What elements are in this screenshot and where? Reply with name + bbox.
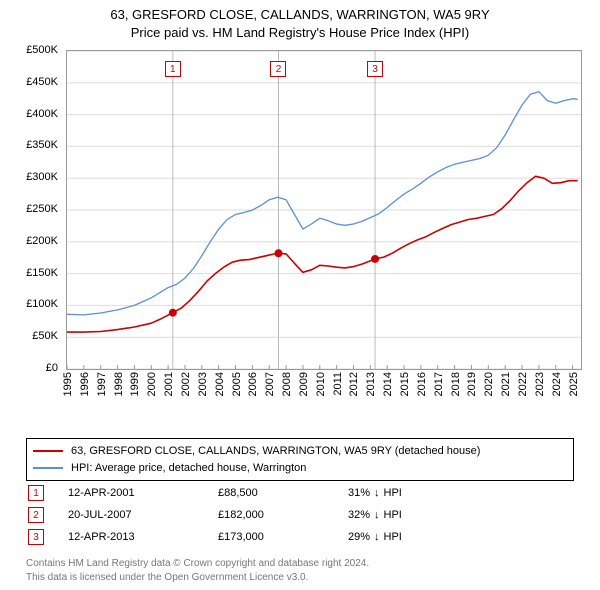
x-tick-label: 2007: [264, 372, 276, 396]
marker-price: £173,000: [218, 531, 348, 543]
marker-price: £182,000: [218, 509, 348, 521]
footer-attribution: Contains HM Land Registry data © Crown c…: [26, 557, 369, 584]
x-tick-label: 2020: [483, 372, 495, 396]
marker-diff-pct: 32%: [348, 509, 370, 521]
marker-diff-pct: 31%: [348, 487, 370, 499]
chart-subtitle: Price paid vs. HM Land Registry's House …: [0, 24, 600, 42]
plot-svg: [67, 51, 581, 369]
x-tick-label: 2008: [281, 372, 293, 396]
x-tick-label: 2022: [517, 372, 529, 396]
x-tick-label: 2014: [382, 372, 394, 396]
plot-area: 1 2 3: [66, 50, 582, 370]
y-tick-label: £400K: [26, 108, 58, 120]
arrow-down-icon: ↓: [374, 487, 380, 499]
legend-swatch-0: [33, 450, 63, 452]
markers-table: 1 12-APR-2001£88,50031% ↓ HPI 2 20-JUL-2007£1…: [26, 482, 574, 548]
chart-title: 63, GRESFORD CLOSE, CALLANDS, WARRINGTON…: [0, 6, 600, 24]
x-tick-label: 2024: [551, 372, 563, 396]
marker-diff-vs: HPI: [384, 509, 402, 521]
chart-area: £0 £50K £100K £150K £200K £250K £300K £350K £400…: [18, 50, 582, 398]
y-tick-label: £150K: [26, 267, 58, 279]
marker-table-row: 3 12-APR-2013£173,00029% ↓ HPI: [26, 526, 574, 548]
chart-marker-badge: 3: [367, 61, 383, 77]
arrow-down-icon: ↓: [374, 531, 380, 543]
marker-diff-pct: 29%: [348, 531, 370, 543]
marker-date: 20-JUL-2007: [68, 509, 218, 521]
chart-marker-badge: 1: [165, 61, 181, 77]
x-tick-label: 2012: [348, 372, 360, 396]
y-tick-label: £0: [46, 362, 58, 374]
arrow-down-icon: ↓: [374, 509, 380, 521]
x-tick-label: 2018: [450, 372, 462, 396]
x-tick-label: 2015: [399, 372, 411, 396]
chart-marker-badge: 2: [270, 61, 286, 77]
marker-badge: 3: [28, 529, 44, 545]
marker-table-row: 1 12-APR-2001£88,50031% ↓ HPI: [26, 482, 574, 504]
marker-date: 12-APR-2001: [68, 487, 218, 499]
x-tick-label: 2021: [500, 372, 512, 396]
x-tick-label: 2002: [180, 372, 192, 396]
chart-container: 63, GRESFORD CLOSE, CALLANDS, WARRINGTON…: [0, 0, 600, 590]
x-tick-label: 2016: [416, 372, 428, 396]
x-tick-label: 1996: [79, 372, 91, 396]
y-tick-label: £300K: [26, 171, 58, 183]
x-tick-label: 2003: [197, 372, 209, 396]
x-tick-label: 1999: [129, 372, 141, 396]
x-tick-label: 2013: [365, 372, 377, 396]
x-tick-label: 2019: [466, 372, 478, 396]
x-tick-label: 2005: [231, 372, 243, 396]
marker-badge: 1: [28, 485, 44, 501]
marker-table-row: 2 20-JUL-2007£182,00032% ↓ HPI: [26, 504, 574, 526]
x-tick-label: 1997: [96, 372, 108, 396]
legend-label-1: HPI: Average price, detached house, Warr…: [71, 460, 306, 477]
x-tick-label: 2004: [214, 372, 226, 396]
marker-badge: 2: [28, 507, 44, 523]
y-axis-labels: £0 £50K £100K £150K £200K £250K £300K £350K £400…: [18, 50, 62, 398]
y-tick-label: £450K: [26, 76, 58, 88]
footer-line-1: Contains HM Land Registry data © Crown c…: [26, 557, 369, 571]
title-block: 63, GRESFORD CLOSE, CALLANDS, WARRINGTON…: [0, 0, 600, 41]
marker-diff: 29% ↓ HPI: [348, 531, 468, 543]
marker-price: £88,500: [218, 487, 348, 499]
x-tick-label: 2006: [247, 372, 259, 396]
x-tick-label: 2023: [534, 372, 546, 396]
x-tick-label: 2017: [433, 372, 445, 396]
marker-diff: 31% ↓ HPI: [348, 487, 468, 499]
legend-swatch-1: [33, 467, 63, 469]
x-tick-label: 2001: [163, 372, 175, 396]
legend-label-0: 63, GRESFORD CLOSE, CALLANDS, WARRINGTON…: [71, 443, 480, 460]
legend-row-series-0: 63, GRESFORD CLOSE, CALLANDS, WARRINGTON…: [33, 443, 567, 460]
marker-diff-vs: HPI: [384, 531, 402, 543]
marker-diff: 32% ↓ HPI: [348, 509, 468, 521]
x-tick-label: 2025: [568, 372, 580, 396]
x-tick-label: 2000: [146, 372, 158, 396]
y-tick-label: £50K: [32, 330, 58, 342]
marker-diff-vs: HPI: [384, 487, 402, 499]
marker-date: 12-APR-2013: [68, 531, 218, 543]
x-tick-label: 2009: [298, 372, 310, 396]
y-tick-label: £100K: [26, 298, 58, 310]
y-tick-label: £500K: [26, 44, 58, 56]
x-tick-label: 2011: [332, 372, 344, 396]
x-axis-labels: 1995199619971998199920002001200220032004…: [66, 372, 582, 398]
y-tick-label: £200K: [26, 235, 58, 247]
legend: 63, GRESFORD CLOSE, CALLANDS, WARRINGTON…: [26, 438, 574, 481]
x-tick-label: 1998: [113, 372, 125, 396]
footer-line-2: This data is licensed under the Open Gov…: [26, 571, 369, 585]
y-tick-label: £350K: [26, 139, 58, 151]
y-tick-label: £250K: [26, 203, 58, 215]
legend-row-series-1: HPI: Average price, detached house, Warr…: [33, 460, 567, 477]
x-tick-label: 2010: [315, 372, 327, 396]
x-tick-label: 1995: [62, 372, 74, 396]
